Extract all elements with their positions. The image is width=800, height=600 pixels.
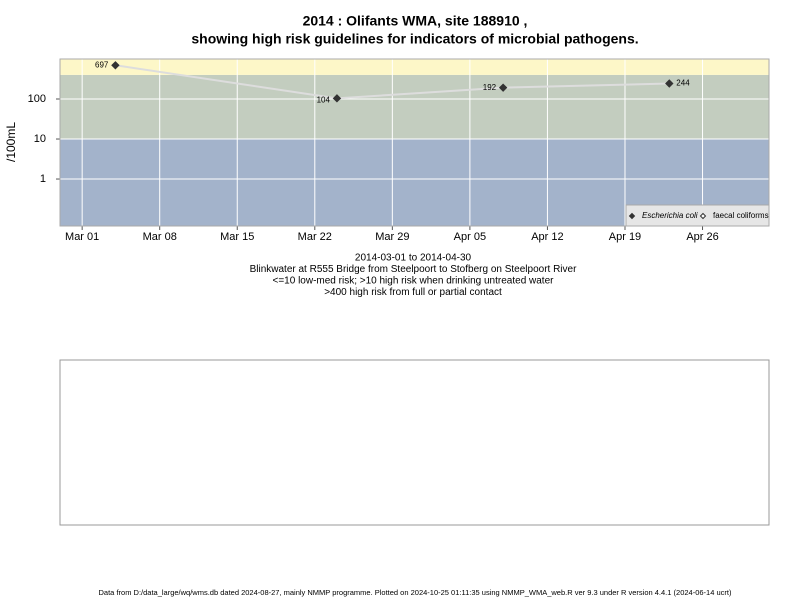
footer: Data from D:/data_large/wq/wms.db dated … [99,588,732,597]
data-point [332,94,342,103]
risk-band [60,74,769,140]
x-tick-label: Apr 19 [609,231,641,243]
x-tick-label: Mar 01 [65,231,99,243]
data-label: 192 [483,83,497,92]
x-tick-label: Mar 08 [143,231,177,243]
data-label: 104 [317,95,331,104]
x-tick-label: Mar 15 [220,231,254,243]
x-tick-label: Mar 29 [375,231,409,243]
y-tick-label: 10 [34,133,46,145]
series-line [115,64,670,100]
empty-panel [59,359,770,526]
x-tick-label: Apr 12 [531,231,563,243]
chart-title: 2014 : Olifants WMA, site 188910 , [303,13,528,29]
legend-label: Escherichia coli [642,211,698,220]
data-label: 697 [95,60,109,69]
legend-box [625,204,770,227]
caption: 2014-03-01 to 2014-04-30 [355,253,472,264]
data-point [111,61,120,70]
caption: >400 high risk from full or partial cont… [324,287,502,298]
legend-marker [699,212,707,220]
y-axis-label: /100mL [4,122,18,162]
chart-subtitle: showing high risk guidelines for indicat… [191,31,638,47]
y-tick-label: 100 [28,93,46,105]
data-point [665,79,674,88]
legend-marker [628,212,636,220]
data-label: 244 [676,79,690,88]
legend-label: faecal coliforms [713,211,769,220]
legend: Escherichia coli faecal coliforms [625,204,770,227]
caption: Blinkwater at R555 Bridge from Steelpoor… [250,264,578,275]
data-point [498,83,508,92]
caption: <=10 low-med risk; >10 high risk when dr… [273,276,555,287]
x-tick-label: Apr 26 [686,231,718,243]
plot-frame [59,58,770,227]
x-tick-label: Mar 22 [298,231,332,243]
x-tick-label: Apr 05 [454,231,486,243]
y-tick-label: 1 [40,173,46,185]
